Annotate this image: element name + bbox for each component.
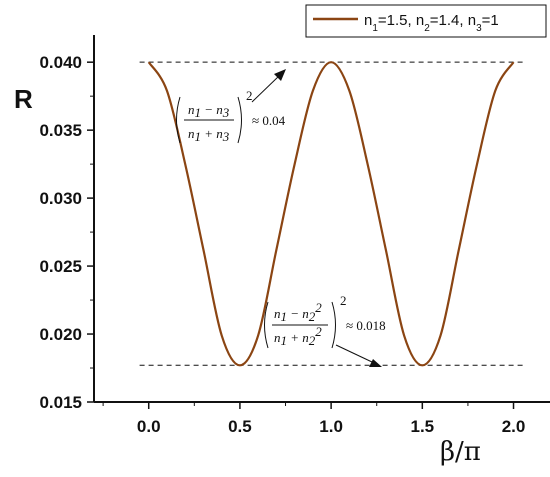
x-tick-label: 0.0: [137, 417, 161, 436]
bracket-right: [331, 301, 336, 349]
formula-denominator: n1 + n3: [188, 126, 230, 144]
formula-denominator: n1 + n22: [274, 324, 322, 348]
annotation-bottom: n1 − n22 n1 + n22 2 ≈ 0.018: [264, 293, 386, 367]
legend-box: [305, 4, 547, 38]
x-axis-title: β/π: [440, 437, 481, 467]
formula-exponent: 2: [340, 293, 347, 308]
legend: n1=1.5, n2=1.4, n3=1: [305, 4, 547, 38]
bracket-left: [264, 301, 269, 349]
formula-exponent: 2: [246, 88, 253, 103]
y-tick-label: 0.025: [39, 257, 82, 276]
axes: [93, 35, 550, 403]
formula-value: ≈ 0.04: [252, 113, 286, 128]
y-tick-label: 0.015: [39, 393, 82, 412]
x-tick-label: 0.5: [228, 417, 252, 436]
annotation-arrow: [251, 74, 281, 103]
y-tick-label: 0.030: [39, 189, 82, 208]
formula-value: ≈ 0.018: [346, 318, 386, 333]
y-axis-title: R: [14, 84, 33, 114]
y-tick-label: 0.040: [39, 53, 82, 72]
y-tick-label: 0.020: [39, 325, 82, 344]
bracket-right: [237, 96, 242, 144]
formula-numerator: n1 − n22: [274, 300, 322, 324]
x-tick-label: 1.5: [410, 417, 434, 436]
x-tick-label: 1.0: [319, 417, 343, 436]
series-line: [147, 61, 515, 367]
y-tick-label: 0.035: [39, 121, 82, 140]
annotation-arrowhead: [274, 69, 286, 81]
ticks: 0.0 0.5 1.0 1.5 2.0 0.015 0.020 0.025 0.030 0.035…: [39, 53, 525, 436]
x-tick-label: 2.0: [502, 417, 526, 436]
annotation-arrowhead: [369, 359, 382, 367]
annotation-arrow: [335, 344, 373, 363]
series-group: [147, 61, 515, 367]
formula-numerator: n1 − n3: [188, 102, 230, 120]
legend-label: n1=1.5, n2=1.4, n3=1: [364, 12, 499, 34]
annotation-top: n1 − n3 n1 + n3 2 ≈ 0.04: [176, 69, 286, 144]
bracket-left: [176, 96, 181, 144]
